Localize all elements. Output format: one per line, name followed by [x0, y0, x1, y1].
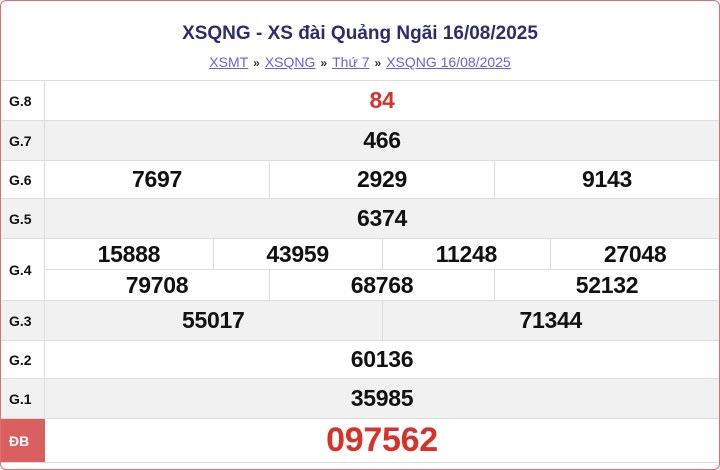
prize-row-8: ĐB 097562: [1, 419, 719, 463]
prize-number: 6374: [357, 205, 407, 231]
prize-number: 43959: [212, 239, 382, 269]
prize-number: 60136: [350, 346, 414, 372]
prize-label: G.7: [1, 121, 45, 160]
prize-label: G.2: [1, 341, 45, 378]
prize-label: G.1: [1, 379, 45, 418]
prize-label: G.5: [1, 199, 45, 238]
prize-number: 2929: [269, 161, 494, 198]
prize-row-6: G.2 60136: [1, 341, 719, 379]
prize-number: 9143: [494, 161, 719, 198]
prize-number: 52132: [494, 270, 719, 300]
breadcrumb-weekday[interactable]: Thứ 7: [332, 54, 370, 70]
prize-number: 71344: [381, 301, 720, 340]
prize-number: 79708: [125, 271, 189, 298]
prize-label: G.3: [1, 301, 45, 340]
prize-label: G.4: [1, 239, 45, 300]
prize-row-1: G.7 466: [1, 121, 719, 161]
prize-number: 11248: [381, 239, 551, 269]
breadcrumb-xsmt[interactable]: XSMT: [209, 54, 249, 70]
prize-number: 15888: [97, 240, 161, 267]
prize-number: 84: [369, 87, 395, 113]
prize-number: 27048: [550, 239, 719, 269]
prize-number: 466: [363, 127, 401, 153]
page-title: XSQNG - XS đài Quảng Ngãi 16/08/2025: [182, 23, 538, 44]
prize-number: 35985: [350, 385, 414, 411]
prize-row-0: G.8 84: [1, 81, 719, 121]
prize-label: G.6: [1, 161, 45, 198]
prize-row-5: G.3 55017 71344: [1, 301, 719, 341]
prize-row-2: G.6 7697 2929 9143: [1, 161, 719, 199]
prize-row-7: G.1 35985: [1, 379, 719, 419]
prize-number: 55017: [182, 307, 245, 333]
prize-row-4: G.4 15888 43959 11248 27048 79708 68768 52132: [1, 239, 719, 301]
prize-row-3: G.5 6374: [1, 199, 719, 239]
prize-label: ĐB: [1, 419, 45, 462]
breadcrumb: XSMT» XSQNG» Thứ 7» XSQNG 16/08/2025: [209, 54, 511, 70]
prize-number: 7697: [132, 166, 182, 192]
prize-number: 68768: [269, 270, 494, 300]
header: XSQNG - XS đài Quảng Ngãi 16/08/2025 XSM…: [1, 1, 719, 81]
breadcrumb-date[interactable]: XSQNG 16/08/2025: [386, 54, 511, 70]
breadcrumb-xsqng[interactable]: XSQNG: [264, 54, 316, 70]
prize-label: G.8: [1, 81, 45, 120]
prize-number: 097562: [326, 421, 438, 459]
